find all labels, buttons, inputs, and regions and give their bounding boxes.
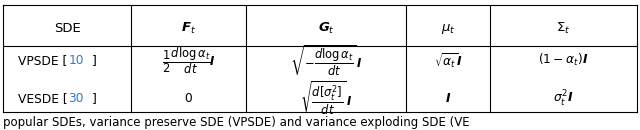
Text: $\sqrt{\dfrac{d[\sigma_t^2]}{dt}}\,\boldsymbol{I}$: $\sqrt{\dfrac{d[\sigma_t^2]}{dt}}\,\bold… (300, 80, 353, 118)
Text: $0$: $0$ (184, 92, 193, 105)
Text: $\boldsymbol{F}_t$: $\boldsymbol{F}_t$ (181, 21, 196, 36)
Text: $\sqrt{\alpha_t}\boldsymbol{I}$: $\sqrt{\alpha_t}\boldsymbol{I}$ (434, 51, 462, 70)
Text: $\mu_t$: $\mu_t$ (441, 22, 455, 36)
Text: $\boldsymbol{I}$: $\boldsymbol{I}$ (445, 92, 451, 105)
Text: $\boldsymbol{G}_t$: $\boldsymbol{G}_t$ (318, 21, 335, 36)
Text: SDE: SDE (54, 22, 81, 35)
Text: ]: ] (92, 54, 97, 67)
Text: 10: 10 (68, 54, 84, 67)
Text: $\Sigma_t$: $\Sigma_t$ (556, 21, 570, 36)
Text: popular SDEs, variance preserve SDE (VPSDE) and variance exploding SDE (VE: popular SDEs, variance preserve SDE (VPS… (3, 116, 470, 129)
Text: $\sqrt{-\dfrac{d\log\alpha_t}{dt}}\,\boldsymbol{I}$: $\sqrt{-\dfrac{d\log\alpha_t}{dt}}\,\bol… (290, 43, 363, 78)
Text: VESDE [: VESDE [ (17, 92, 67, 105)
Text: ]: ] (92, 92, 97, 105)
Text: $(1-\alpha_t)\boldsymbol{I}$: $(1-\alpha_t)\boldsymbol{I}$ (538, 52, 588, 69)
Text: $\dfrac{1}{2}\dfrac{d\log\alpha_t}{dt}\boldsymbol{I}$: $\dfrac{1}{2}\dfrac{d\log\alpha_t}{dt}\b… (162, 45, 216, 76)
Text: VPSDE [: VPSDE [ (18, 54, 67, 67)
Text: 30: 30 (68, 92, 84, 105)
Text: $\sigma_t^2\boldsymbol{I}$: $\sigma_t^2\boldsymbol{I}$ (553, 89, 573, 109)
